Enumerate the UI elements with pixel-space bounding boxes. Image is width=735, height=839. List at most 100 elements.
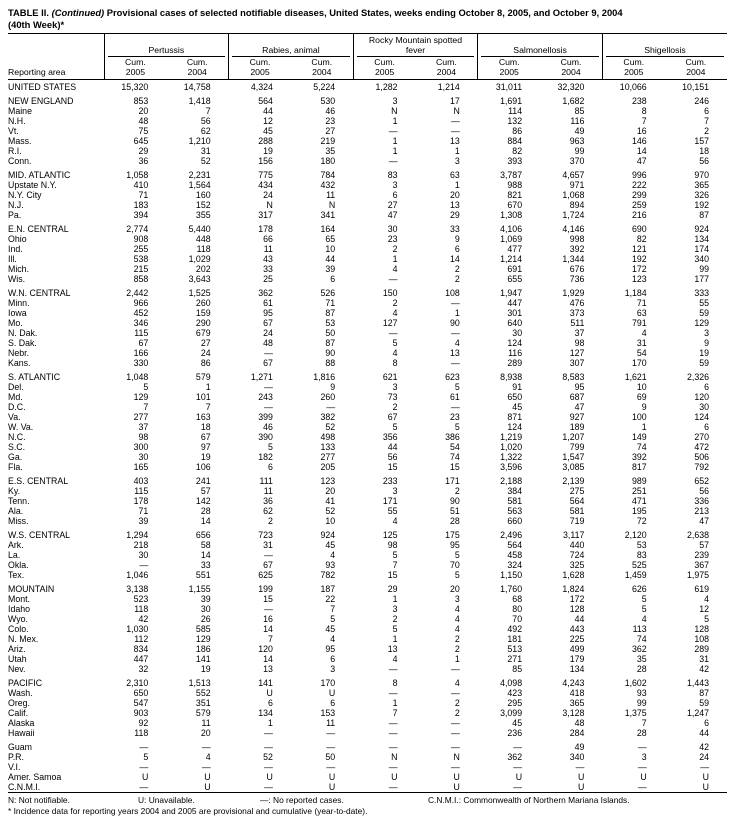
value-cell: 471 (632, 496, 647, 506)
value-cell: 499 (569, 644, 585, 654)
value-cell: 307 (569, 358, 585, 368)
value-cell: 1,294 (126, 530, 149, 540)
value-cell: 619 (694, 584, 709, 594)
value-cell: 652 (694, 476, 709, 486)
value-cell: — (326, 728, 336, 738)
value-cell: 2 (392, 244, 398, 254)
reporting-area-cell: Maine (8, 106, 32, 116)
value-cell: 178 (133, 496, 149, 506)
value-cell: 72 (636, 516, 647, 526)
value-cell: 2,774 (126, 224, 149, 234)
value-cell: 1,150 (500, 570, 523, 580)
value-cell: 124 (694, 412, 709, 422)
reporting-area-cell: P.R. (8, 752, 24, 762)
value-cell: — (451, 126, 460, 136)
value-cell: 7 (143, 402, 149, 412)
value-cell: 8,938 (500, 372, 523, 382)
value-cell: 988 (507, 180, 523, 190)
value-cell: — (264, 402, 273, 412)
value-cell: — (388, 782, 398, 792)
value-cell: 146 (632, 136, 647, 146)
value-cell: 55 (699, 298, 709, 308)
value-cell: U (453, 782, 460, 792)
value-cell: 170 (320, 678, 336, 688)
value-cell: 53 (636, 540, 647, 550)
value-cell: 3,643 (188, 274, 211, 284)
column-group-shigellosis: Shigellosis (601, 33, 727, 57)
table-row: Ill. 538 1,029 43 44 1 14 1,214 1,344 192 340 (8, 254, 727, 264)
reporting-area-cell: Ind. (8, 244, 23, 254)
value-cell: 924 (694, 224, 709, 234)
value-cell: 128 (569, 604, 585, 614)
reporting-area-cell: N.C. (8, 432, 26, 442)
reporting-area-cell: Miss. (8, 516, 29, 526)
value-cell: 70 (512, 614, 523, 624)
value-cell: 2 (392, 402, 398, 412)
value-cell: 7 (392, 708, 398, 718)
value-cell: 821 (507, 190, 523, 200)
value-cell: 118 (134, 728, 149, 738)
reporting-area-cell: Ariz. (8, 644, 26, 654)
value-cell: 4 (330, 550, 336, 560)
value-cell: 192 (632, 254, 647, 264)
footnote-item: U: Unavailable. (138, 795, 195, 805)
value-cell: 650 (507, 392, 523, 402)
value-cell: 56 (699, 156, 709, 166)
value-cell: — (139, 782, 149, 792)
value-cell: 2,139 (562, 476, 585, 486)
value-cell: 14,758 (183, 82, 211, 92)
value-cell: 894 (569, 200, 585, 210)
table-row: D.C. 7 7 — — 2 — 45 47 9 30 (8, 402, 727, 412)
value-cell: 452 (133, 308, 149, 318)
value-cell: 724 (569, 550, 585, 560)
value-cell: 129 (133, 392, 149, 402)
value-cell: 70 (450, 560, 460, 570)
value-cell: 7 (641, 116, 647, 126)
value-cell: 2,496 (500, 530, 523, 540)
value-cell: 18 (200, 422, 211, 432)
value-cell: 4 (392, 654, 398, 664)
value-cell: 581 (569, 506, 585, 516)
value-cell: 418 (569, 688, 585, 698)
value-cell: — (388, 274, 398, 284)
value-cell: 563 (507, 506, 523, 516)
value-cell: 255 (133, 244, 149, 254)
value-cell: 784 (320, 170, 336, 180)
value-cell: 134 (258, 708, 273, 718)
value-cell: 87 (325, 338, 336, 348)
value-cell: 1,210 (188, 136, 211, 146)
value-cell: 29 (138, 146, 149, 156)
value-cell: 1,418 (188, 96, 211, 106)
value-cell: 8 (641, 106, 647, 116)
value-cell: 49 (574, 742, 585, 752)
value-cell: 3,596 (500, 462, 523, 472)
table-row: Mo. 346 290 67 53 127 90 640 511 791 129 (8, 318, 727, 328)
value-cell: 33 (450, 224, 460, 234)
value-cell: 10 (325, 244, 336, 254)
value-cell: 4,243 (562, 678, 585, 688)
reporting-area-cell: W.N. CENTRAL (8, 288, 71, 298)
value-cell: 1 (454, 180, 460, 190)
footnote-item: —: No reported cases. (260, 795, 344, 805)
value-cell: 791 (632, 318, 647, 328)
value-cell: — (201, 742, 211, 752)
value-cell: 31 (200, 146, 211, 156)
value-cell: 63 (450, 170, 460, 180)
value-cell: 410 (133, 180, 149, 190)
value-cell: 187 (320, 584, 336, 594)
value-cell: 12 (263, 116, 273, 126)
subheader-rabies-animal-2005: Cum. 2005 (228, 57, 291, 80)
value-cell: — (451, 762, 460, 772)
reporting-area-cell: Mo. (8, 318, 23, 328)
value-cell: 526 (320, 288, 336, 298)
value-cell: 49 (574, 126, 585, 136)
reporting-area-cell: N.J. (8, 200, 24, 210)
value-cell: 775 (258, 170, 273, 180)
value-cell: 523 (133, 594, 149, 604)
reporting-area-cell: Minn. (8, 298, 30, 308)
value-cell: 1 (392, 254, 398, 264)
value-cell: 67 (200, 432, 211, 442)
value-cell: 156 (258, 156, 273, 166)
table-row: Nebr. 166 24 — 90 4 13 116 127 54 19 (8, 348, 727, 358)
value-cell: 42 (138, 614, 149, 624)
